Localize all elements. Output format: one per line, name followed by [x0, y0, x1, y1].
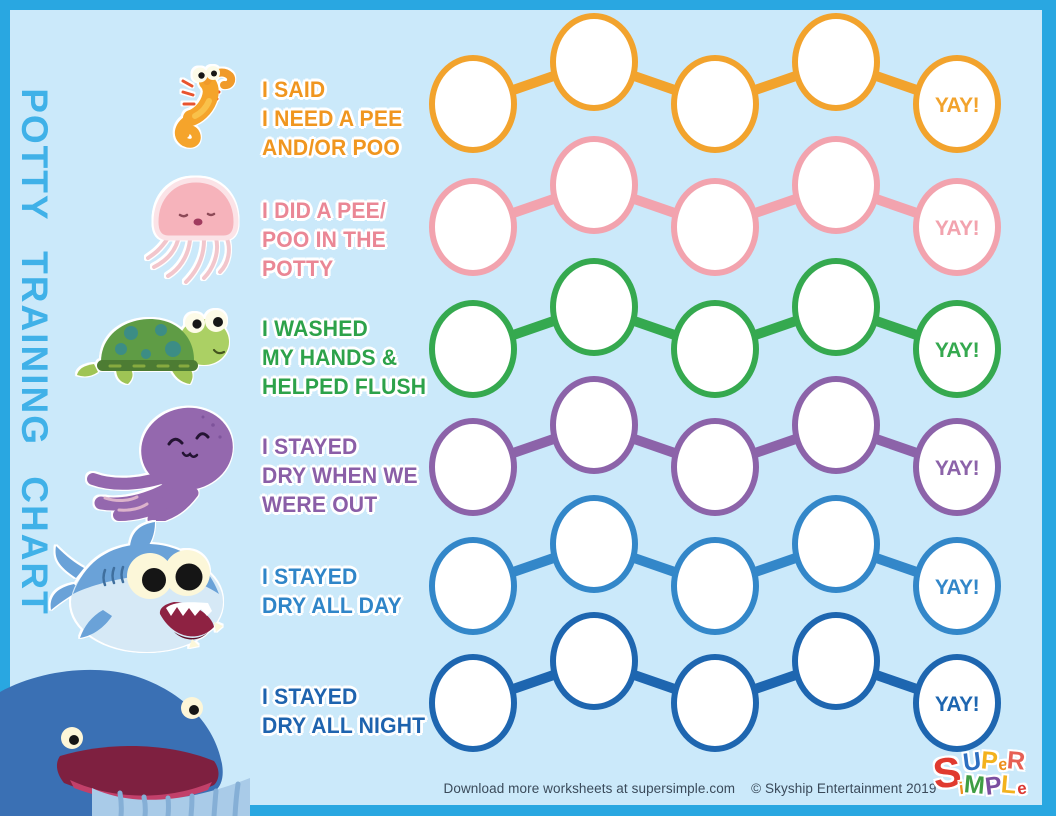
- reward-circle: [913, 537, 1001, 635]
- task-text-octopus: I STAYED DRY WHEN WE WERE OUT: [262, 432, 425, 519]
- shark-illustration: [50, 522, 223, 652]
- progress-chain-octopus: YAY!: [429, 376, 1001, 516]
- task-text-whale: I STAYED DRY ALL NIGHT: [262, 682, 425, 740]
- frame-right: [1042, 0, 1056, 816]
- yay-label: YAY!: [935, 457, 979, 480]
- progress-circle-4: [792, 495, 880, 593]
- logo-letter: M: [962, 770, 986, 800]
- logo-letter: e: [1015, 778, 1028, 799]
- progress-circle-3: [671, 537, 759, 635]
- progress-circle-2: [550, 258, 638, 356]
- octopus-illustration: [87, 407, 233, 521]
- task-line: MY HANDS &: [262, 345, 398, 370]
- progress-circle-1: [429, 55, 517, 153]
- logo-word: iMPLe: [958, 770, 1028, 801]
- yay-label: YAY!: [935, 339, 979, 362]
- task-line: HELPED FLUSH: [262, 374, 427, 399]
- progress-circle-4: [792, 612, 880, 710]
- task-text-shark: I STAYED DRY ALL DAY: [262, 562, 425, 620]
- task-text-turtle: I WASHED MY HANDS & HELPED FLUSH: [262, 314, 427, 401]
- task-line: I STAYED: [262, 434, 358, 459]
- task-line: DRY ALL DAY: [262, 593, 402, 618]
- progress-circle-4: [792, 376, 880, 474]
- jellyfish-illustration: [146, 177, 239, 284]
- task-text-seahorse: I SAID I NEED A PEE AND/OR POO: [262, 75, 425, 162]
- progress-circle-1: [429, 300, 517, 398]
- yay-label: YAY!: [935, 693, 979, 716]
- frame-top: [0, 0, 1056, 10]
- whale-illustration: [0, 669, 250, 816]
- progress-circle-4: [792, 13, 880, 111]
- progress-circle-2: [550, 612, 638, 710]
- task-line: I NEED A PEE: [262, 106, 403, 131]
- task-line: AND/OR POO: [262, 135, 401, 160]
- progress-chain-jellyfish: YAY!: [429, 136, 1001, 276]
- footer-download-text: Download more worksheets at supersimple.…: [443, 781, 736, 796]
- progress-circle-3: [671, 300, 759, 398]
- task-line: POO IN THE: [262, 227, 386, 252]
- reward-circle: [913, 300, 1001, 398]
- task-line: I WASHED: [262, 316, 368, 341]
- reward-circle: [913, 654, 1001, 752]
- task-line: DRY ALL NIGHT: [262, 713, 426, 738]
- footer: Download more worksheets at supersimple.…: [410, 781, 970, 796]
- progress-circle-1: [429, 178, 517, 276]
- progress-chain-seahorse: YAY!: [429, 13, 1001, 153]
- progress-circle-3: [671, 654, 759, 752]
- yay-label: YAY!: [935, 576, 979, 599]
- frame-left: [0, 0, 10, 816]
- task-line: I STAYED: [262, 684, 358, 709]
- progress-circle-2: [550, 13, 638, 111]
- task-line: I SAID: [262, 77, 326, 102]
- reward-circle: [913, 55, 1001, 153]
- progress-circle-1: [429, 654, 517, 752]
- progress-circle-2: [550, 136, 638, 234]
- progress-chain-whale: YAY!: [429, 612, 1001, 752]
- task-text-jellyfish: I DID A PEE/ POO IN THE POTTY: [262, 196, 425, 283]
- task-line: POTTY: [262, 256, 334, 281]
- task-line: DRY WHEN WE: [262, 463, 418, 488]
- progress-chain-shark: YAY!: [429, 495, 1001, 635]
- reward-circle: [913, 418, 1001, 516]
- progress-chain-turtle: YAY!: [429, 258, 1001, 398]
- task-line: I STAYED: [262, 564, 358, 589]
- seahorse-illustration: [174, 66, 236, 148]
- progress-circle-4: [792, 136, 880, 234]
- progress-circle-2: [550, 376, 638, 474]
- yay-label: YAY!: [935, 94, 979, 117]
- progress-circle-1: [429, 537, 517, 635]
- frame-bottom: [0, 805, 1056, 816]
- footer-copyright-text: © Skyship Entertainment 2019: [751, 781, 937, 796]
- task-line: I DID A PEE/: [262, 198, 386, 223]
- progress-circle-3: [671, 178, 759, 276]
- reward-circle: [913, 178, 1001, 276]
- turtle-illustration: [77, 310, 229, 384]
- super-simple-logo: S UPeR iMPLe: [930, 746, 1049, 811]
- progress-circle-2: [550, 495, 638, 593]
- progress-circle-1: [429, 418, 517, 516]
- progress-circle-3: [671, 55, 759, 153]
- yay-label: YAY!: [935, 217, 979, 240]
- task-line: WERE OUT: [262, 492, 378, 517]
- progress-circle-4: [792, 258, 880, 356]
- progress-circle-3: [671, 418, 759, 516]
